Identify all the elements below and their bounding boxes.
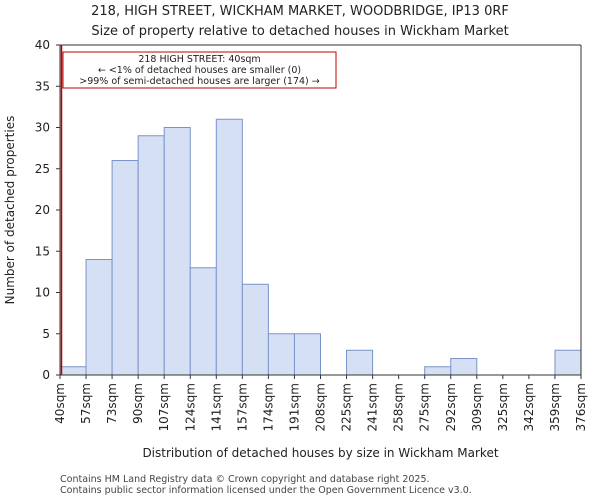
bar xyxy=(137,135,165,376)
chart-title: 218, HIGH STREET, WICKHAM MARKET, WOODBR… xyxy=(91,4,509,19)
x-tick-label: 73sqm xyxy=(105,383,119,424)
y-tick-label: 0 xyxy=(42,368,50,382)
footer-line-2: Contains public sector information licen… xyxy=(60,485,472,496)
annotation-box xyxy=(62,51,337,89)
y-tick-label: 25 xyxy=(35,162,50,176)
y-tick-label: 5 xyxy=(42,327,50,341)
chart-subtitle: Size of property relative to detached ho… xyxy=(91,24,509,39)
bar xyxy=(424,366,452,376)
bar xyxy=(215,118,243,376)
y-tick-label: 30 xyxy=(35,121,50,135)
x-tick-label: 292sqm xyxy=(444,383,458,431)
x-tick-label: 359sqm xyxy=(548,383,562,431)
x-tick-label: 90sqm xyxy=(131,383,145,424)
y-tick-label: 40 xyxy=(35,38,50,52)
x-tick-label: 309sqm xyxy=(470,383,484,431)
annotation-line: ← <1% of detached houses are smaller (0) xyxy=(98,65,301,76)
annotation-line: 218 HIGH STREET: 40sqm xyxy=(138,54,260,65)
bar xyxy=(267,333,295,376)
x-tick-label: 325sqm xyxy=(496,383,510,431)
annotation-line: >99% of semi-detached houses are larger … xyxy=(79,76,320,87)
y-axis-title: Number of detached properties xyxy=(3,116,17,305)
bar xyxy=(346,349,374,376)
footer-line-1: Contains HM Land Registry data © Crown c… xyxy=(60,474,430,485)
x-tick-label: 376sqm xyxy=(574,383,588,431)
bar xyxy=(293,333,322,376)
y-tick-label: 10 xyxy=(35,286,50,300)
bar xyxy=(450,358,478,376)
x-tick-label: 40sqm xyxy=(53,383,67,424)
y-tick-label: 20 xyxy=(35,203,50,217)
x-tick-label: 107sqm xyxy=(157,383,171,431)
x-tick-label: 174sqm xyxy=(261,383,275,431)
x-tick-label: 275sqm xyxy=(418,383,432,431)
x-tick-label: 208sqm xyxy=(314,383,328,431)
y-tick-label: 15 xyxy=(35,244,50,258)
bar xyxy=(59,366,87,376)
x-tick-label: 124sqm xyxy=(183,383,197,431)
x-tick-label: 157sqm xyxy=(235,383,249,431)
bar-chart: 0 5 10 15 20 25 30 35 40 40sqm 57sqm 73sqm 90sqm 107s… xyxy=(3,38,588,460)
x-axis-title: Distribution of detached houses by size … xyxy=(142,446,498,460)
x-tick-label: 258sqm xyxy=(392,383,406,431)
x-tick-label: 241sqm xyxy=(366,383,380,431)
y-tick-label: 35 xyxy=(35,79,50,93)
x-tick-label: 342sqm xyxy=(522,383,536,431)
chart-title-block: 218, HIGH STREET, WICKHAM MARKET, WOODBR… xyxy=(0,2,600,42)
footer: Contains HM Land Registry data © Crown c… xyxy=(60,474,472,496)
bar xyxy=(189,267,217,376)
x-tick-label: 225sqm xyxy=(340,383,354,431)
x-tick-label: 191sqm xyxy=(287,383,301,431)
x-tick-label: 141sqm xyxy=(209,383,223,431)
bar xyxy=(554,349,582,376)
bar xyxy=(163,127,191,376)
bar xyxy=(241,283,269,376)
bar xyxy=(85,259,113,376)
bar xyxy=(111,160,139,376)
x-tick-label: 57sqm xyxy=(79,383,93,424)
